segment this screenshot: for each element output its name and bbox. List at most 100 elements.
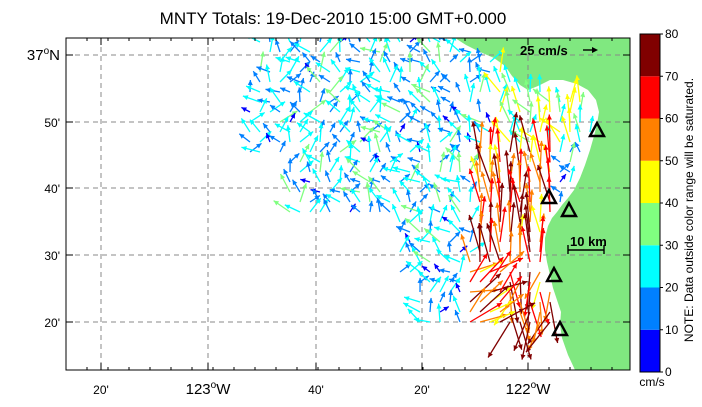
vector-arrowhead — [475, 143, 481, 150]
current-vector — [537, 164, 551, 203]
vector-arrowhead — [404, 296, 410, 301]
vector-arrowhead — [414, 163, 419, 169]
colorbar-tick-label: 50 — [665, 154, 679, 168]
vector-arrowhead — [463, 73, 469, 80]
vector-arrowhead — [392, 204, 397, 210]
vector-arrowhead — [474, 160, 480, 166]
vector-arrowhead — [346, 158, 352, 164]
vector-arrowhead — [436, 303, 442, 309]
vector-arrowhead — [422, 175, 428, 182]
vector-arrowhead — [443, 306, 449, 312]
vector-arrowhead — [518, 294, 524, 300]
vector-arrowhead — [544, 125, 550, 131]
vector-arrowhead — [260, 51, 265, 57]
triangle-icon — [539, 187, 559, 205]
vector-arrowhead — [404, 235, 409, 242]
current-vector — [524, 271, 541, 300]
current-vector — [396, 38, 401, 43]
vector-arrowhead — [422, 266, 428, 271]
vector-arrowhead — [325, 100, 332, 106]
vector-arrowhead — [273, 200, 280, 206]
vector-arrowhead — [482, 253, 488, 259]
vector-arrowhead — [318, 123, 324, 129]
vector-arrowhead — [512, 99, 518, 105]
vector-arrowhead — [397, 153, 403, 159]
vector-arrowhead — [365, 83, 372, 89]
vector-arrowhead — [294, 43, 300, 48]
vector-arrowhead — [449, 191, 455, 197]
vector-arrowhead — [517, 257, 523, 263]
vector-arrowhead — [397, 98, 404, 104]
vector-arrowhead — [577, 104, 583, 110]
current-vector — [496, 128, 501, 163]
vector-arrowhead — [499, 100, 505, 107]
vector-arrowhead — [438, 86, 444, 91]
vector-arrowhead — [494, 319, 499, 326]
current-vector — [319, 38, 322, 43]
current-vector — [509, 112, 518, 153]
vector-arrowhead — [566, 107, 572, 113]
vector-arrowhead — [454, 310, 460, 316]
vector-arrowhead — [480, 171, 486, 177]
vector-arrowhead — [504, 150, 510, 156]
current-vector — [489, 280, 528, 293]
vector-arrowhead — [455, 283, 461, 289]
vector-arrowhead — [393, 82, 399, 89]
current-vector — [499, 262, 518, 293]
vector-arrowhead — [451, 106, 457, 112]
vector-arrowhead — [430, 111, 436, 117]
vector-arrowhead — [495, 202, 501, 208]
vector-arrowhead — [573, 113, 578, 119]
vector-arrowhead — [392, 156, 398, 163]
vector-arrowhead — [460, 254, 466, 261]
vector-arrowhead — [493, 66, 498, 72]
vector-arrowhead — [344, 85, 350, 91]
vector-arrowhead — [347, 94, 353, 100]
vector-arrowhead — [345, 106, 350, 112]
vector-arrowhead — [320, 88, 326, 94]
vector-arrowhead — [293, 153, 300, 159]
vector-arrowhead — [574, 124, 580, 130]
vector-arrowhead — [380, 175, 387, 181]
y-tick-label: 30' — [44, 249, 60, 263]
vector-arrowhead — [390, 156, 397, 161]
vector-arrowhead — [468, 168, 474, 175]
vector-arrowhead — [545, 117, 551, 124]
x-tick-label: 122oW — [506, 380, 552, 398]
vector-arrowhead — [433, 182, 438, 188]
vector-arrowhead — [269, 135, 275, 141]
triangle-icon — [587, 120, 607, 138]
vector-arrowhead — [290, 41, 296, 47]
vector-arrowhead — [479, 121, 485, 127]
current-vector — [487, 321, 511, 358]
vector-arrowhead — [359, 29, 364, 34]
vector-arrowhead — [347, 69, 353, 75]
current-vector — [546, 125, 551, 163]
vector-arrowhead — [404, 174, 410, 180]
reference-vector-label: 25 cm/s — [520, 43, 568, 58]
vector-arrowhead — [398, 66, 404, 72]
current-vector — [518, 159, 521, 193]
vector-arrowhead — [471, 121, 477, 127]
vector-arrowhead — [475, 123, 482, 129]
vector-arrowhead — [365, 182, 371, 188]
vector-arrowhead — [352, 159, 358, 166]
colorbar-tick-label: 30 — [665, 238, 679, 252]
current-vector — [268, 38, 271, 43]
vector-arrowhead — [449, 143, 456, 149]
vector-arrowhead — [262, 98, 267, 104]
vector-arrowhead — [307, 131, 314, 137]
current-vector — [539, 301, 543, 335]
vector-arrowhead — [415, 170, 421, 176]
vector-arrowhead — [513, 345, 519, 351]
vector-arrowhead — [371, 48, 377, 55]
vector-arrowhead — [460, 114, 467, 119]
vector-arrowhead — [524, 192, 530, 198]
vector-arrowhead — [523, 171, 529, 177]
vector-arrowhead — [526, 346, 531, 353]
vector-arrowhead — [489, 159, 495, 165]
vector-arrowhead — [451, 38, 457, 41]
vector-arrowhead — [403, 302, 409, 308]
triangle-icon — [559, 200, 579, 218]
vector-arrowhead — [530, 205, 536, 211]
